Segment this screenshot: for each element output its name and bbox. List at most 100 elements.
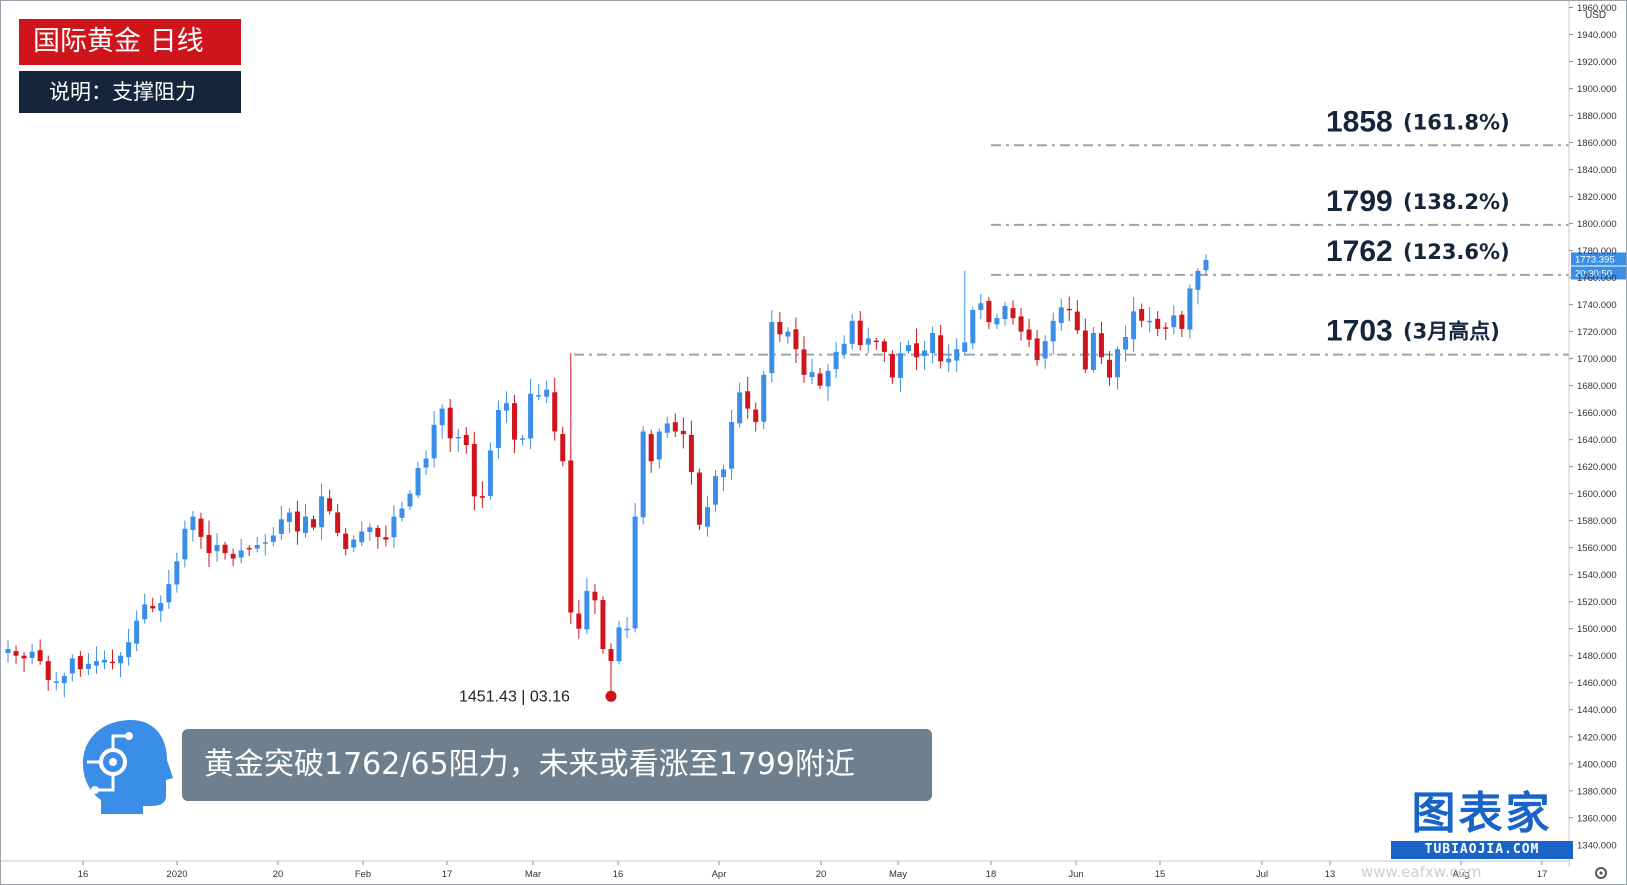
price-tick-label: 1600.000 <box>1577 489 1617 500</box>
candle-up <box>865 338 871 345</box>
level-price-label: 1799 <box>1326 185 1393 218</box>
candle-down <box>576 613 582 629</box>
candle-down <box>13 651 19 656</box>
price-tick-label: 1860.000 <box>1577 138 1617 149</box>
candle-up <box>439 408 445 426</box>
candle-up <box>930 332 936 354</box>
candle-down <box>383 537 389 540</box>
level-price-label: 1703 <box>1326 315 1393 348</box>
candle-up <box>1002 305 1008 320</box>
candle-down <box>986 300 992 323</box>
currency-label: USD <box>1585 10 1606 21</box>
time-tick-label: Jun <box>1068 869 1083 880</box>
candle-down <box>335 512 341 533</box>
candle-down <box>688 434 694 473</box>
price-tick-label: 1480.000 <box>1577 651 1617 662</box>
candle-down <box>889 354 895 378</box>
price-tick-label: 1420.000 <box>1577 732 1617 743</box>
candle-up <box>729 422 735 469</box>
candle-up <box>721 469 727 478</box>
price-tick-label: 1900.000 <box>1577 84 1617 95</box>
candle-up <box>503 403 509 411</box>
candle-up <box>1171 315 1177 328</box>
caption-text: 黄金突破1762/65阻力，未来或看涨至1799附近 <box>204 747 855 782</box>
candle-down <box>1098 333 1104 358</box>
candle-up <box>632 516 638 629</box>
current-price-tag <box>1571 252 1626 266</box>
candle-up <box>93 661 99 666</box>
candle-down <box>1139 309 1145 321</box>
candle-up <box>584 590 590 630</box>
level-note-label: (123.6%) <box>1403 240 1510 264</box>
time-tick-label: 16 <box>613 869 624 880</box>
candle-down <box>552 392 558 432</box>
candle-down <box>672 422 678 432</box>
candle-down <box>777 322 783 335</box>
candle-up <box>664 423 670 433</box>
candle-down <box>198 518 204 537</box>
brand-logo: 图表家 TUBIAOJIA.COM <box>1389 789 1575 859</box>
candle-up <box>1203 260 1209 271</box>
candle-up <box>616 627 622 662</box>
price-tick-label: 1400.000 <box>1577 759 1617 770</box>
candle-down <box>753 409 759 423</box>
candle-down <box>1026 329 1032 340</box>
countdown-tag <box>1571 266 1626 280</box>
candle-up <box>302 516 308 533</box>
price-tick-label: 1520.000 <box>1577 597 1617 608</box>
candle-down <box>568 460 574 613</box>
time-tick-label: 17 <box>442 869 453 880</box>
time-tick-label: 2020 <box>166 869 187 880</box>
candle-down <box>327 498 333 512</box>
candle-up <box>166 584 172 603</box>
candle-down <box>37 650 43 662</box>
candle-up <box>536 395 542 397</box>
price-tick-label: 1940.000 <box>1577 30 1617 41</box>
time-tick-label: May <box>889 869 907 880</box>
price-tick-label: 1560.000 <box>1577 543 1617 554</box>
price-tick-label: 1800.000 <box>1577 219 1617 230</box>
level-note-label: (161.8%) <box>1403 110 1510 134</box>
candle-up <box>1123 337 1129 350</box>
candle-up <box>134 620 140 644</box>
settings-icon[interactable] <box>1593 865 1609 881</box>
candle-up <box>319 496 325 528</box>
price-tick-label: 1360.000 <box>1577 813 1617 824</box>
candle-up <box>238 550 244 558</box>
chart-title: 国际黄金 日线 <box>33 26 204 57</box>
level-price-label: 1858 <box>1326 105 1393 138</box>
brand-name: 图表家 <box>1411 788 1553 839</box>
countdown-label: 20:30:50 <box>1575 269 1612 280</box>
time-tick-label: 16 <box>78 869 89 880</box>
chart-description-badge: 说明：支撑阻力 <box>19 71 241 113</box>
candle-up <box>455 436 461 439</box>
candle-up <box>431 424 437 459</box>
low-point-label: 1451.43 | 03.16 <box>459 688 570 705</box>
candle-up <box>53 681 59 683</box>
candle-up <box>487 450 493 496</box>
candle-up <box>214 544 220 552</box>
candle-down <box>311 519 317 528</box>
time-tick-label: Mar <box>525 869 541 880</box>
candle-down <box>696 472 702 525</box>
current-price-label: 1773.395 <box>1575 255 1615 266</box>
candle-up <box>970 310 976 344</box>
price-tick-label: 1740.000 <box>1577 300 1617 311</box>
candle-up <box>399 508 405 518</box>
price-tick-label: 1340.000 <box>1577 840 1617 851</box>
price-tick-label: 1660.000 <box>1577 408 1617 419</box>
candle-up <box>61 675 67 684</box>
candle-up <box>85 663 91 669</box>
candle-up <box>1115 349 1121 378</box>
candle-up <box>528 393 534 439</box>
candle-down <box>206 534 212 554</box>
candle-down <box>817 373 823 386</box>
candle-up <box>1050 320 1056 342</box>
candle-up <box>640 431 646 518</box>
candle-down <box>914 343 920 358</box>
low-point-marker <box>605 690 617 702</box>
candle-up <box>825 370 831 387</box>
candle-up <box>190 516 196 531</box>
